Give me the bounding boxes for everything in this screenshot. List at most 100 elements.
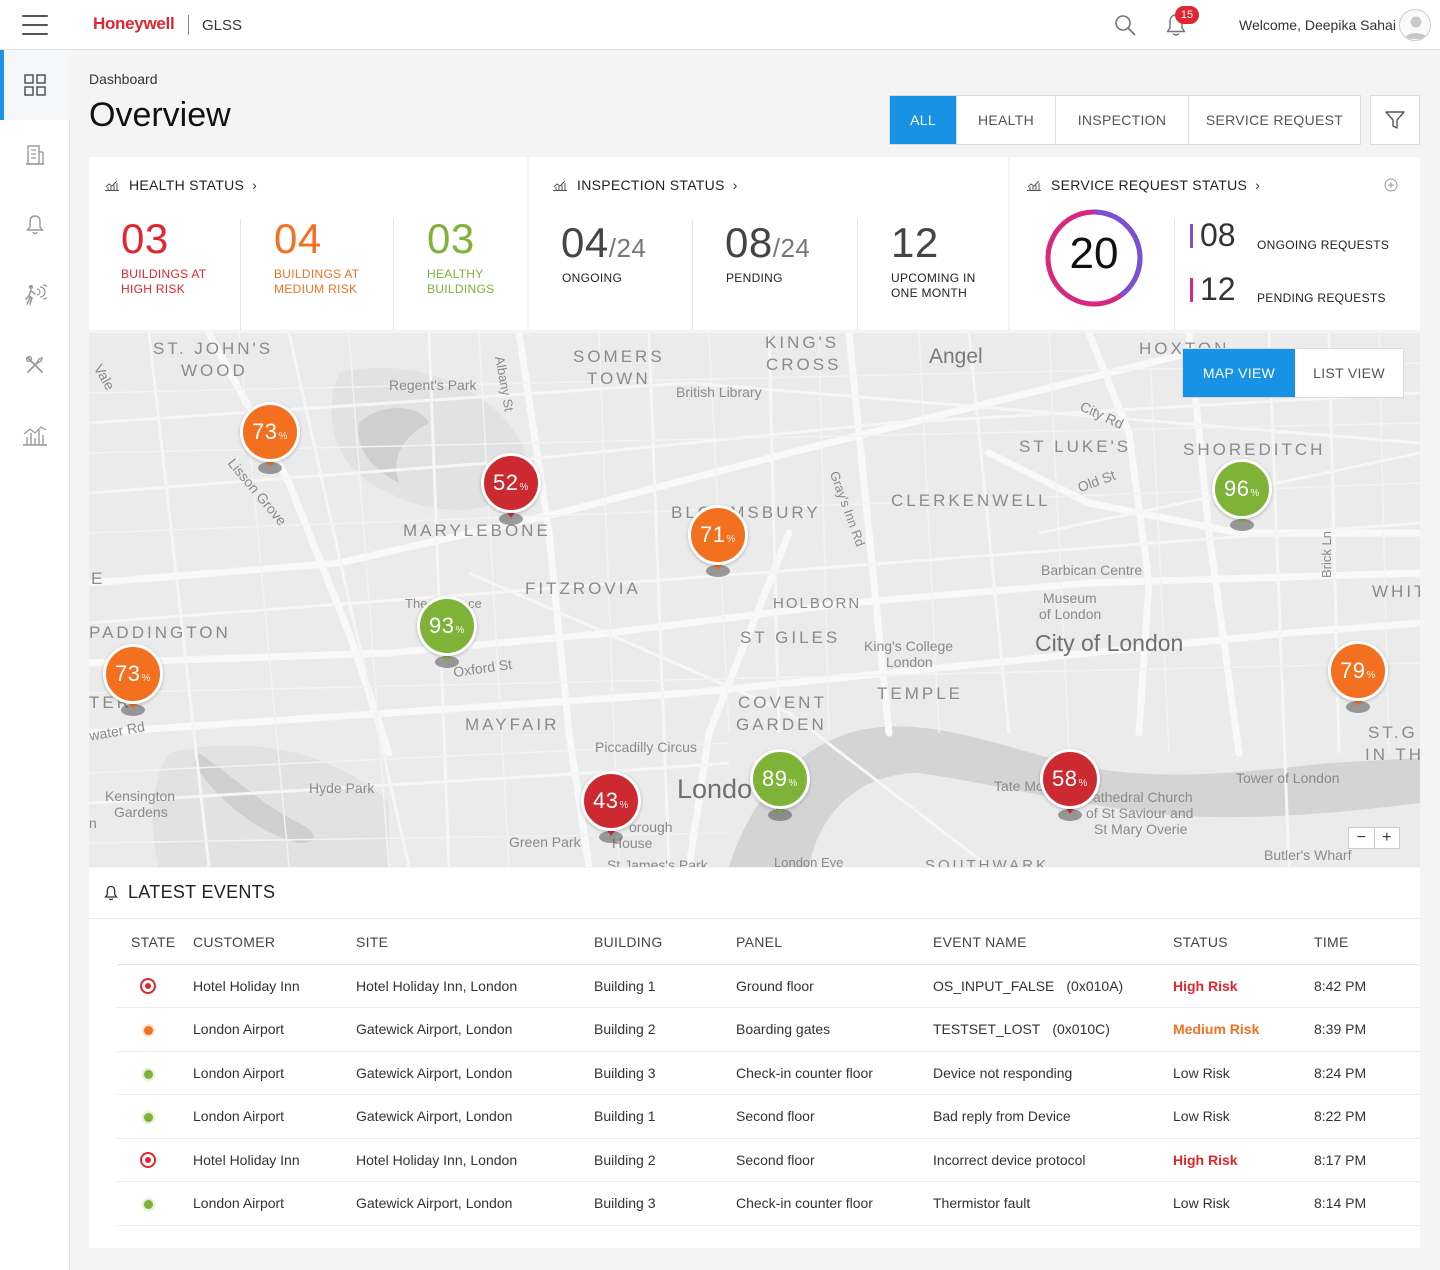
status-cell: Medium Risk [1173,1007,1314,1052]
state-low-indicator [144,1069,153,1079]
table-row[interactable]: London Airport Gatewick Airport, London … [117,1094,1420,1139]
service-request-total: 20 [1069,229,1119,278]
tab-service-request[interactable]: SERVICE REQUEST [1205,112,1344,128]
map-pin-medium-risk[interactable]: 79% [1326,641,1390,725]
pin-percent: 79 [1340,658,1366,683]
sidebar-item-dashboard[interactable] [0,50,70,120]
zoom-in-button[interactable]: + [1382,829,1392,846]
ongoing-inspections: 04/24 [561,219,646,267]
time-cell: 8:14 PM [1314,1181,1420,1226]
pin-unit: % [1078,778,1088,789]
panel-cell: Second floor [736,1094,933,1139]
map-pin-medium-risk[interactable]: 73% [101,644,165,728]
service-request-header[interactable]: SERVICE REQUEST STATUS › [1027,177,1260,193]
fire-evacuation-icon [25,284,47,305]
building-cell: Building 1 [594,964,736,1008]
map-pin-high-risk[interactable]: 58% [1038,749,1102,833]
filter-button[interactable] [1370,95,1420,145]
sidebar-item-alarms[interactable] [0,190,70,260]
map-pin-medium-risk[interactable]: 71% [686,505,750,589]
time-cell: 8:42 PM [1314,964,1420,1008]
sidebar-item-buildings[interactable] [0,120,70,190]
pin-body: 58% [1040,749,1100,809]
pin-value: 89% [762,766,798,792]
search-icon[interactable] [1114,14,1136,36]
column-header-building[interactable]: BUILDING [594,920,736,965]
filter-tabs: ALL HEALTH INSPECTION SERVICE REQUEST [889,95,1361,145]
pending-marker [1190,278,1193,302]
health-status-header[interactable]: HEALTH STATUS › [105,177,257,193]
pin-value: 79% [1340,658,1376,684]
table-row[interactable]: London Airport Gatewick Airport, London … [117,1007,1420,1052]
medium-risk-count: 04 [274,215,322,262]
sidebar-item-maintenance[interactable] [0,330,70,400]
panel-cell: Second floor [736,1138,933,1182]
column-header-panel[interactable]: PANEL [736,920,933,965]
pin-value: 52% [493,470,529,496]
map-pin-healthy[interactable]: 93% [415,596,479,680]
sidebar [0,50,70,1270]
state-medium-indicator [144,1026,153,1036]
high-risk-label: BUILDINGS AT HIGH RISK [121,267,206,297]
map-pin-high-risk[interactable]: 43% [579,771,643,855]
inspection-status-header[interactable]: INSPECTION STATUS › [553,177,738,193]
panel-cell: Boarding gates [736,1007,933,1052]
column-header-time[interactable]: TIME [1314,920,1420,965]
pin-body: 52% [481,453,541,513]
state-high-indicator [140,978,156,995]
event-name: Thermistor fault [933,1195,1031,1212]
site-cell: Gatewick Airport, London [356,1181,594,1226]
events-table: STATE CUSTOMER SITE BUILDING PANEL EVENT… [117,920,1420,1226]
map-pin-high-risk[interactable]: 52% [479,453,543,537]
building-icon [26,145,44,165]
event-name-cell: Bad reply from Device [933,1094,1173,1139]
pin-value: 96% [1224,476,1260,502]
ongoing-inspections-value: 04 [561,219,609,266]
table-row[interactable]: London Airport Gatewick Airport, London … [117,1181,1420,1226]
pin-tip [773,804,787,814]
chevron-right-icon: › [1255,177,1261,193]
divider [393,219,394,330]
pending-requests-count: 12 [1200,271,1236,307]
event-name: Incorrect device protocol [933,1151,1086,1168]
sidebar-item-analytics[interactable] [0,400,70,470]
tab-health[interactable]: HEALTH [957,96,1056,144]
column-header-customer[interactable]: CUSTOMER [193,920,356,965]
top-bar: Honeywell GLSS 15 Welcome, Deepika Sahai [0,0,1440,50]
map-pin-healthy[interactable]: 96% [1210,459,1274,543]
inspection-status-card: INSPECTION STATUS › 04/24 ONGOING 08/24 … [529,157,1008,330]
column-header-event-name[interactable]: EVENT NAME [933,920,1173,965]
map-view-button[interactable]: MAP VIEW [1183,349,1295,397]
column-header-site[interactable]: SITE [356,920,594,965]
zoom-out-button[interactable]: − [1349,828,1375,848]
health-status-title: HEALTH STATUS [129,177,245,193]
divider [240,219,241,330]
sidebar-item-evacuation[interactable] [0,260,70,330]
map-pin-medium-risk[interactable]: 73% [238,402,302,486]
map-pin-healthy[interactable]: 89% [748,749,812,833]
tab-inspection[interactable]: INSPECTION [1056,96,1189,144]
event-name-cell: Incorrect device protocol [933,1138,1173,1182]
event-name-cell: Thermistor fault [933,1181,1173,1226]
healthy-label: HEALTHY BUILDINGS [427,267,494,297]
breadcrumb[interactable]: Dashboard [89,71,158,87]
latest-events-header: LATEST EVENTS [104,882,275,903]
hamburger-menu-icon[interactable] [22,15,48,35]
divider [857,219,858,330]
user-avatar[interactable] [1399,9,1431,41]
medium-risk-label-line2: MEDIUM RISK [274,282,358,296]
ongoing-requests-count: 08 [1200,217,1236,253]
table-row[interactable]: London Airport Gatewick Airport, London … [117,1051,1420,1095]
logo-divider [188,15,189,35]
site-map[interactable]: ST. JOHN'S WOOD Vale Regent's Park Alban… [89,333,1420,867]
column-header-status[interactable]: STATUS [1173,920,1314,965]
column-header-state[interactable]: STATE [117,920,193,965]
alarm-bell-icon [26,215,44,235]
tab-all[interactable]: ALL [890,96,957,144]
event-code: (0x010A) [1066,977,1124,994]
add-circle-icon[interactable] [1384,178,1398,192]
inspection-status-title: INSPECTION STATUS [577,177,725,193]
table-row[interactable]: Hotel Holiday Inn Hotel Holiday Inn, Lon… [117,964,1420,1008]
list-view-button[interactable]: LIST VIEW [1313,365,1385,381]
table-row[interactable]: Hotel Holiday Inn Hotel Holiday Inn, Lon… [117,1138,1420,1182]
